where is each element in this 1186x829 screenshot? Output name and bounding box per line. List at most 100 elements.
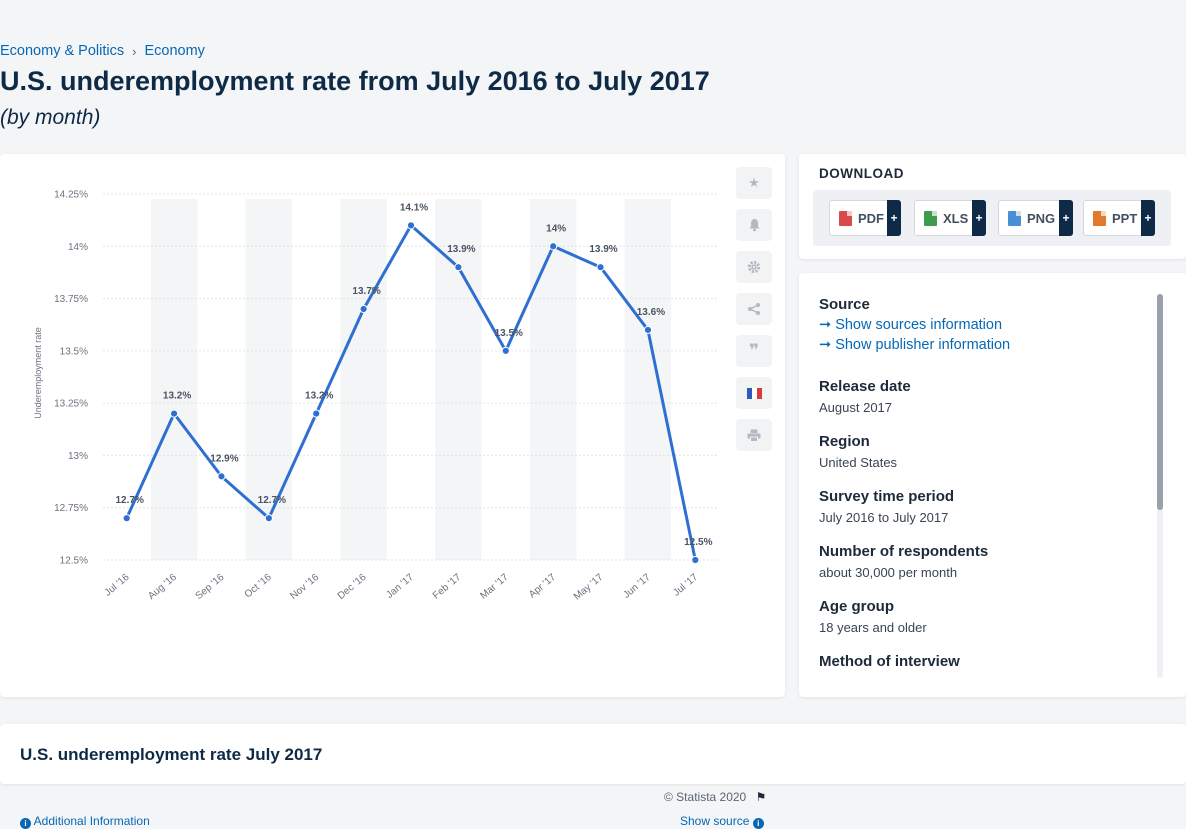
- png-label: PNG: [1027, 210, 1056, 226]
- x-tick-label: Apr '17: [527, 572, 558, 601]
- y-tick-label: 13%: [68, 451, 88, 462]
- pdf-plus[interactable]: +: [887, 200, 901, 236]
- pdf-label: PDF: [858, 210, 884, 226]
- download-pdf-button[interactable]: PDF +: [829, 200, 901, 236]
- xls-label: XLS: [943, 210, 969, 226]
- data-point: [169, 409, 179, 418]
- data-label: 12.7%: [258, 495, 286, 506]
- pdf-file-icon: [839, 210, 852, 226]
- data-point: [406, 221, 416, 230]
- line-chart: 12.5% 12.75% 13% 13.25% 13.5% 13.75% 14% 14.25%…: [33, 190, 719, 603]
- data-point: [596, 263, 605, 272]
- xls-file-icon: [924, 210, 937, 226]
- column-band: [245, 199, 293, 560]
- show-sources-link[interactable]: ➞ Show sources information: [819, 317, 1010, 333]
- print-icon[interactable]: [736, 419, 772, 451]
- region-section: Region United States: [819, 433, 897, 470]
- breadcrumb: Economy & Politics › Economy: [0, 43, 205, 59]
- related-statistic-title[interactable]: U.S. underemployment rate July 2017: [20, 745, 323, 764]
- flag-icon[interactable]: ⚑: [755, 790, 767, 804]
- data-point: [454, 263, 463, 272]
- column-band: [624, 199, 672, 560]
- release-date-section: Release date August 2017: [819, 378, 911, 415]
- share-icon[interactable]: [736, 293, 772, 325]
- download-ppt-button[interactable]: PPT +: [1083, 200, 1155, 236]
- data-label: 12.7%: [116, 495, 144, 506]
- download-bar: PDF + XLS + PNG + PPT +: [813, 190, 1171, 246]
- column-band: [529, 199, 577, 560]
- x-tick-label: Jul '16: [103, 572, 132, 599]
- data-point: [122, 514, 131, 523]
- info-scrollbar-thumb[interactable]: [1157, 294, 1163, 510]
- french-flag-icon[interactable]: [736, 377, 772, 409]
- age-group-heading: Age group: [819, 598, 894, 615]
- data-point: [549, 242, 558, 251]
- data-label: 13.2%: [305, 391, 333, 402]
- download-card: DOWNLOAD PDF + XLS + PNG + PPT +: [799, 154, 1186, 259]
- page-title: U.S. underemployment rate from July 2016…: [0, 66, 710, 96]
- info-icon: i: [20, 818, 31, 829]
- page-header: Economy & Politics › Economy U.S. undere…: [0, 0, 1186, 145]
- data-point: [217, 472, 226, 481]
- page-subtitle: (by month): [0, 106, 101, 129]
- y-tick-label: 12.5%: [60, 556, 88, 567]
- region-value: United States: [819, 455, 898, 470]
- data-label: 14%: [546, 223, 566, 234]
- data-point: [312, 409, 321, 418]
- x-tick-label: Nov '16: [288, 572, 321, 602]
- data-label: 13.7%: [352, 286, 380, 297]
- png-file-icon: [1008, 210, 1021, 226]
- additional-information-label: Additional Information: [33, 814, 150, 828]
- statistic-info-card: Source ➞ Show sources information ➞ Show…: [799, 273, 1186, 697]
- age-group-value: 18 years and older: [819, 620, 927, 635]
- data-label: 12.5%: [684, 537, 712, 548]
- release-date-heading: Release date: [819, 378, 911, 395]
- data-label: 14.1%: [400, 202, 428, 213]
- respondents-heading: Number of respondents: [819, 543, 989, 560]
- ppt-label: PPT: [1112, 210, 1138, 226]
- data-point: [264, 514, 273, 523]
- survey-period-section: Survey time period July 2016 to July 201…: [819, 488, 954, 525]
- y-tick-label: 14%: [68, 242, 88, 253]
- show-publisher-label: Show publisher information: [835, 337, 1011, 353]
- data-label: 13.9%: [447, 244, 475, 255]
- notification-bell-icon[interactable]: [736, 209, 772, 241]
- favorite-star-icon[interactable]: ★: [736, 167, 772, 199]
- release-date-value: August 2017: [819, 400, 893, 415]
- y-tick-label: 13.25%: [54, 399, 88, 410]
- x-tick-label: Aug '16: [146, 572, 179, 602]
- x-tick-label: Jul '17: [671, 572, 700, 599]
- related-statistic-card: U.S. underemployment rate July 2017: [0, 724, 1186, 784]
- x-tick-label: Oct '16: [243, 572, 274, 601]
- show-publisher-link[interactable]: ➞ Show publisher information: [819, 337, 1010, 353]
- data-point: [501, 346, 510, 355]
- download-xls-button[interactable]: XLS +: [914, 200, 986, 236]
- data-label: 13.9%: [589, 244, 617, 255]
- source-heading: Source: [819, 296, 870, 313]
- download-png-button[interactable]: PNG +: [998, 200, 1073, 236]
- show-source-link[interactable]: Show source i: [680, 814, 764, 829]
- x-tick-label: Mar '17: [478, 572, 511, 602]
- png-plus[interactable]: +: [1059, 200, 1073, 236]
- survey-period-heading: Survey time period: [819, 488, 955, 505]
- x-tick-label: Sep '16: [194, 572, 227, 602]
- chart-card: 12.5% 12.75% 13% 13.25% 13.5% 13.75% 14% 14.25%…: [0, 154, 785, 829]
- show-sources-label: Show sources information: [835, 317, 1003, 333]
- interview-method-section: Method of interview: [819, 653, 960, 670]
- credit-text: © Statista 2020: [664, 790, 747, 804]
- column-band: [435, 199, 482, 560]
- x-tick-label: Dec '16: [336, 572, 369, 602]
- download-title: DOWNLOAD: [819, 166, 904, 181]
- breadcrumb-economy-politics[interactable]: Economy & Politics: [0, 43, 125, 59]
- additional-information-link[interactable]: i Additional Information: [20, 814, 150, 829]
- y-tick-label: 12.75%: [54, 503, 88, 514]
- xls-plus[interactable]: +: [972, 200, 986, 236]
- breadcrumb-economy[interactable]: Economy: [144, 43, 205, 59]
- x-tick-label: Feb '17: [431, 572, 464, 602]
- settings-gear-icon[interactable]: [736, 251, 772, 283]
- ppt-plus[interactable]: +: [1141, 200, 1155, 236]
- data-label: 13.6%: [637, 307, 665, 318]
- citation-quote-icon[interactable]: ❞: [736, 335, 772, 367]
- statista-credit: © Statista 2020 ⚑: [664, 790, 766, 804]
- x-tick-label: May '17: [572, 572, 606, 603]
